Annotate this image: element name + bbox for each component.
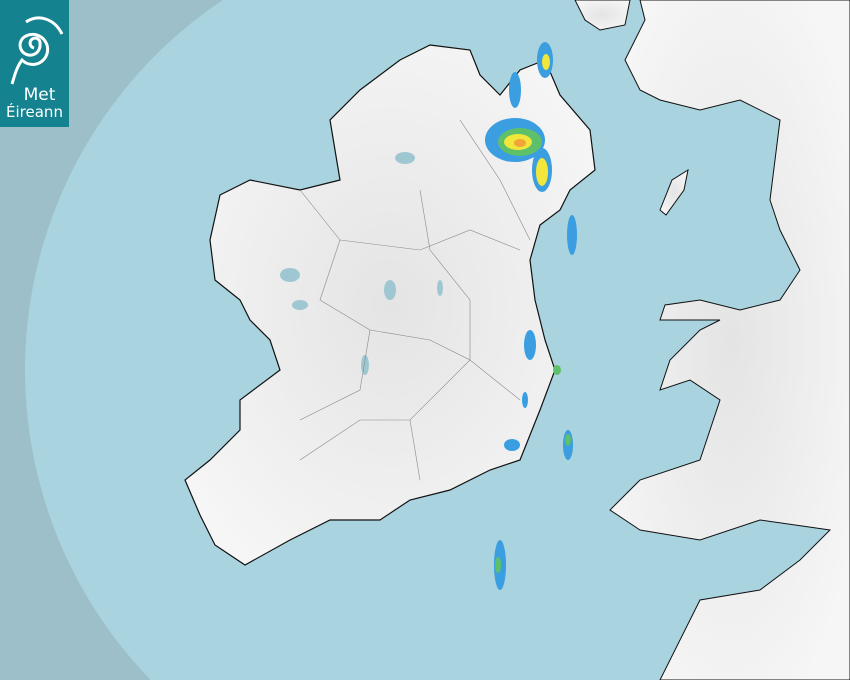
radar-echoes [485, 42, 577, 590]
ireland-land [184, 44, 596, 566]
met-eireann-logo: Met Éireann [0, 0, 69, 127]
lakes [280, 152, 443, 375]
county-borders [299, 119, 531, 481]
logo-text-eireann: Éireann [6, 103, 63, 121]
great-britain-land [574, 0, 850, 680]
logo-text-met: Met [23, 85, 56, 105]
spiral-logo-icon [10, 16, 64, 85]
